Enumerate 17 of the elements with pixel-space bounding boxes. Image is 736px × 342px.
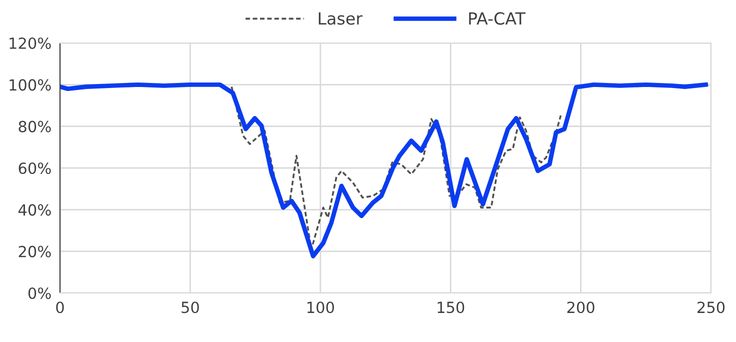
line-series [230,86,562,250]
x-tick-label: 150 [438,302,464,314]
y-tick-label: 80% [18,120,51,132]
y-tick-label: 60% [18,162,51,174]
x-tick-label: 200 [567,302,594,314]
x-tick-label: 0 [56,302,64,314]
x-tick-label: 100 [307,302,334,314]
legend-label: Laser [318,12,362,25]
x-tick-label: 250 [698,302,725,314]
y-tick-label: 120% [10,37,51,50]
x-tick-label: 50 [182,302,199,314]
y-tick-label: 0% [28,287,51,300]
y-tick-label: 100% [10,79,51,91]
line-series [60,82,708,258]
y-tick-label: 40% [18,204,51,216]
y-tick-label: 20% [18,246,51,258]
legend-label: PA-CAT [469,12,526,25]
